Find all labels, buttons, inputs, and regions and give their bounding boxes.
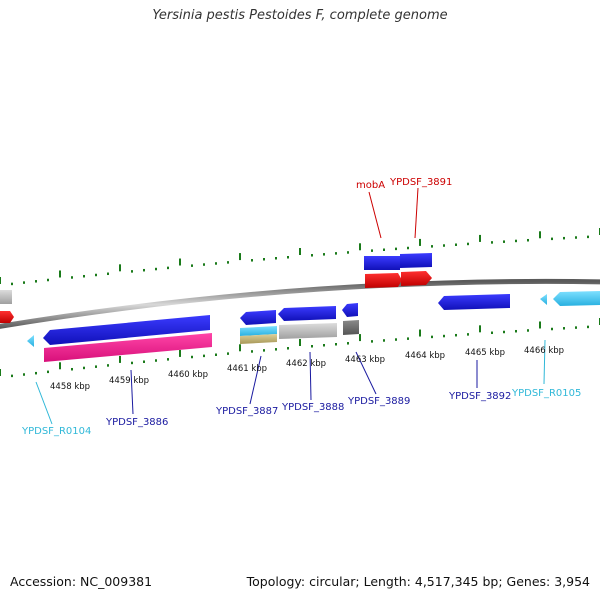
tick-label: 4458 kbp <box>50 382 90 392</box>
lower-tick-track <box>0 318 600 378</box>
gene-ypdsf3886[interactable] <box>43 315 210 345</box>
tick-label: 4460 kbp <box>168 370 208 380</box>
gene-ypdsf3892[interactable] <box>438 294 510 310</box>
label-ypdsf3887[interactable]: YPDSF_3887 <box>215 406 278 417</box>
map-title: Yersinia pestis Pestoides F, complete ge… <box>152 8 448 23</box>
label-ypdsf3886[interactable]: YPDSF_3886 <box>105 417 168 428</box>
gene-feature-left-red[interactable] <box>0 311 14 323</box>
tick-label: 4466 kbp <box>524 346 564 356</box>
tick-label: 4463 kbp <box>345 355 385 365</box>
gene-ypdsf3889-cds[interactable] <box>342 303 358 317</box>
tick-label: 4464 kbp <box>405 351 445 361</box>
tick-label: 4462 kbp <box>286 359 326 369</box>
gene-rrna-pink[interactable] <box>44 333 212 362</box>
tick-label: 4465 kbp <box>465 348 505 358</box>
scale-labels: 4458 kbp 4459 kbp 4460 kbp 4461 kbp 4462… <box>50 346 564 392</box>
genome-backbone <box>0 278 600 329</box>
label-ypdsf3891[interactable]: YPDSF_3891 <box>389 177 452 188</box>
accession-text: Accession: NC_009381 <box>10 574 153 589</box>
label-ypdsf-r0105[interactable]: YPDSF_R0105 <box>511 388 581 399</box>
label-ypdsf-r0104[interactable]: YPDSF_R0104 <box>21 426 91 437</box>
upper-tick-track <box>0 228 600 286</box>
gene-ypdsf-r0104[interactable] <box>27 335 34 347</box>
gene-ypdsf3888-cds[interactable] <box>278 306 336 321</box>
gene-ypdsf3891[interactable] <box>401 271 432 286</box>
gene-ypdsf-r0105-small[interactable] <box>540 294 547 305</box>
label-ypdsf3889[interactable]: YPDSF_3889 <box>347 396 410 407</box>
gene-ypdsf3891-cds[interactable] <box>400 253 432 268</box>
gene-ypdsf3887-trna[interactable] <box>240 326 277 336</box>
label-ypdsf3892[interactable]: YPDSF_3892 <box>448 391 511 402</box>
gene-ypdsf3888[interactable] <box>279 323 337 339</box>
label-mobA[interactable]: mobA <box>356 180 385 191</box>
tick-label: 4461 kbp <box>227 364 267 374</box>
gene-ypdsf3887-tan[interactable] <box>240 334 277 344</box>
gene-feature-left-gray[interactable] <box>0 290 12 304</box>
feature-labels: mobA YPDSF_3891 YPDSF_R0104 YPDSF_3886 Y… <box>21 177 581 437</box>
genome-summary-text: Topology: circular; Length: 4,517,345 bp… <box>246 574 590 589</box>
gene-ypdsf3887[interactable] <box>240 310 276 325</box>
tick-label: 4459 kbp <box>109 376 149 386</box>
gene-ypdsf-r0105[interactable] <box>553 291 600 306</box>
label-ypdsf3888[interactable]: YPDSF_3888 <box>281 402 344 413</box>
gene-ypdsf3889[interactable] <box>343 320 359 335</box>
gene-mobA[interactable] <box>365 273 402 288</box>
gene-mobA-cds[interactable] <box>364 256 400 270</box>
